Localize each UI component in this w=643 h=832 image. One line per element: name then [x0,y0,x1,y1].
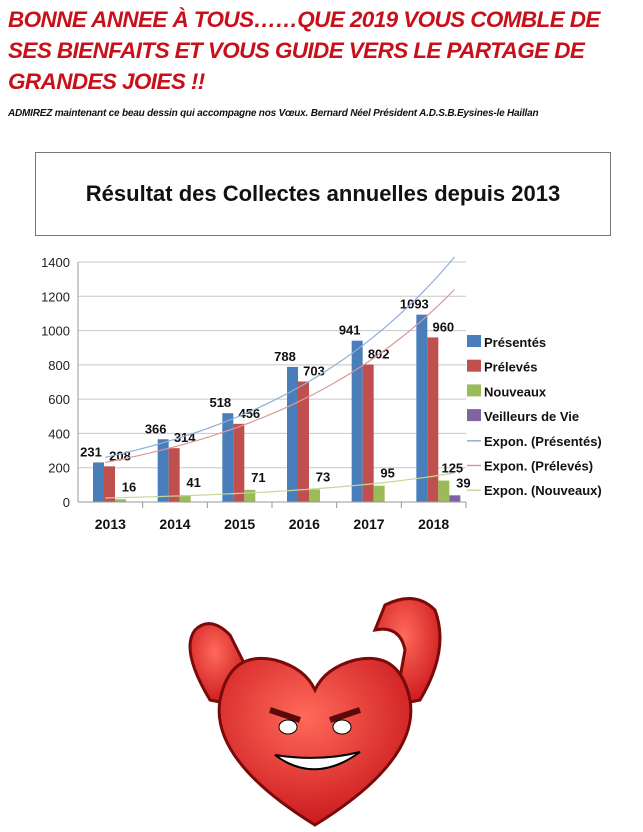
data-label: 941 [339,323,361,338]
data-label: 960 [432,319,454,334]
data-label: 231 [80,444,102,459]
bar-Prélevés [362,364,374,502]
data-label: 1093 [400,297,429,312]
bar-Nouveaux [438,480,450,502]
x-tick-label: 2017 [353,516,384,532]
y-tick-label: 800 [48,358,70,373]
bar-Présentés [416,314,428,502]
trendline [105,256,455,458]
data-label: 39 [456,475,470,490]
data-label: 788 [274,349,296,364]
bar-Présentés [287,366,298,502]
legend-label: Veilleurs de Vie [484,409,579,424]
data-label: 73 [316,469,330,484]
bar-Présentés [157,439,169,502]
legend-label: Expon. (Prélevés) [484,459,593,474]
data-label: 208 [109,448,131,463]
chart: 0 200 400 600 800 1000 1200 1400 2013 2014 2015 201… [41,255,602,532]
legend-swatch [467,335,481,347]
legend-swatch [467,384,481,397]
y-tick-label: 200 [48,461,70,476]
muscular-heart-illustration [188,597,442,827]
data-label: 125 [441,461,463,476]
data-label: 518 [209,395,231,410]
bar-Prélevés [233,423,245,502]
chart-title: Résultat des Collectes annuelles depuis … [85,181,561,206]
x-tick-label: 2016 [289,516,320,532]
y-tick-label: 400 [48,426,70,441]
y-tick-label: 1400 [41,255,70,270]
bar-Nouveaux [244,489,256,502]
data-label: 71 [251,470,265,485]
data-label: 95 [380,466,394,481]
legend-label: Expon. (Présentés) [484,434,602,449]
chart-title-box: Résultat des Collectes annuelles depuis … [35,152,611,236]
bar-Nouveaux [373,485,385,502]
bar-Prélevés [298,381,309,502]
bar-Nouveaux [115,499,126,502]
x-tick-label: 2014 [159,516,190,532]
bar-Prélevés [104,466,115,502]
bar-Présentés [222,413,234,502]
subtitle: ADMIREZ maintenant ce beau dessin qui ac… [8,108,539,119]
data-label: 16 [122,479,136,494]
data-label: 41 [186,475,200,490]
bar-Prélevés [427,337,439,502]
data-label: 366 [145,421,167,436]
bar-Prélevés [168,448,180,502]
bar-Nouveaux [179,494,191,502]
headline: BONNE ANNEE À TOUS……QUE 2019 VOUS COMBLE… [8,7,600,94]
legend-label: Nouveaux [484,384,547,399]
legend-label: Présentés [484,335,546,350]
y-tick-label: 1000 [41,324,70,339]
bar-Présentés [351,340,363,502]
data-label: 703 [303,363,325,378]
legend-swatch [467,359,481,372]
x-tick-label: 2018 [418,516,449,532]
trendline [105,289,455,463]
y-tick-label: 600 [48,392,70,407]
bar-Présentés [93,462,104,502]
x-tick-label: 2013 [95,516,126,532]
data-label: 314 [174,430,196,445]
y-tick-label: 0 [63,495,70,510]
legend-label: Prélevés [484,360,538,375]
bar-Veilleurs de Vie [449,495,461,502]
y-tick-label: 1200 [41,289,70,304]
x-tick-label: 2015 [224,516,255,532]
legend-label: Expon. (Nouveaux) [484,483,602,498]
bar-Nouveaux [309,489,320,502]
legend-swatch [467,409,481,422]
trendline [105,472,455,499]
